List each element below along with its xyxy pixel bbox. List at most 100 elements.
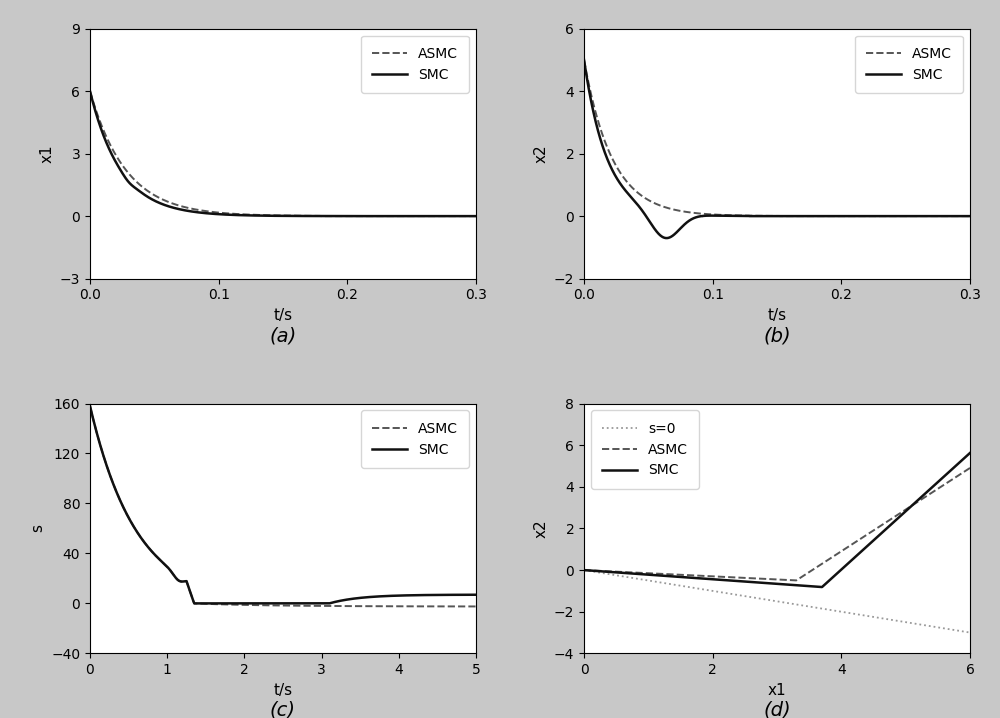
Legend: ASMC, SMC: ASMC, SMC xyxy=(855,36,963,93)
Legend: ASMC, SMC: ASMC, SMC xyxy=(361,36,469,93)
ASMC xyxy=(748,574,760,582)
ASMC xyxy=(470,212,482,220)
ASMC xyxy=(957,212,969,220)
ASMC xyxy=(790,576,802,584)
SMC xyxy=(84,87,96,95)
s=0 xyxy=(886,615,898,624)
SMC xyxy=(879,526,891,534)
s=0 xyxy=(734,591,746,600)
SMC xyxy=(886,519,898,528)
ASMC xyxy=(617,568,629,577)
SMC xyxy=(816,583,828,592)
SMC xyxy=(316,599,328,607)
SMC xyxy=(964,449,976,457)
ASMC xyxy=(915,212,927,220)
Line: SMC: SMC xyxy=(90,91,476,216)
ASMC xyxy=(151,192,163,201)
s=0 xyxy=(748,593,760,602)
SMC xyxy=(303,212,315,220)
SMC xyxy=(335,597,347,605)
ASMC xyxy=(128,175,140,184)
SMC xyxy=(915,212,927,220)
SMC xyxy=(421,212,433,220)
Line: SMC: SMC xyxy=(90,406,476,603)
Legend: s=0, ASMC, SMC: s=0, ASMC, SMC xyxy=(591,411,699,488)
SMC xyxy=(661,234,673,243)
ASMC xyxy=(372,602,384,610)
SMC xyxy=(748,578,760,587)
ASMC xyxy=(774,212,786,220)
Text: (b): (b) xyxy=(763,326,791,345)
SMC xyxy=(463,212,475,220)
SMC xyxy=(232,599,244,607)
ASMC xyxy=(879,518,891,527)
s=0 xyxy=(617,572,629,581)
ASMC xyxy=(726,211,738,220)
Y-axis label: s: s xyxy=(31,524,46,533)
ASMC xyxy=(578,55,590,64)
Y-axis label: x2: x2 xyxy=(533,144,548,163)
s=0 xyxy=(964,628,976,637)
ASMC xyxy=(231,600,243,609)
SMC xyxy=(154,556,166,564)
X-axis label: x1: x1 xyxy=(768,683,786,698)
ASMC xyxy=(622,179,634,187)
SMC xyxy=(843,558,855,567)
ASMC xyxy=(964,212,976,220)
ASMC xyxy=(964,464,976,472)
ASMC xyxy=(421,212,433,220)
SMC xyxy=(232,211,244,220)
ASMC xyxy=(645,197,657,206)
SMC xyxy=(249,211,261,220)
SMC xyxy=(645,219,657,228)
SMC xyxy=(401,591,413,600)
Text: (a): (a) xyxy=(269,326,297,345)
Line: ASMC: ASMC xyxy=(90,91,476,216)
SMC xyxy=(151,197,163,206)
Line: s=0: s=0 xyxy=(584,570,970,633)
s=0 xyxy=(843,609,855,617)
Y-axis label: x1: x1 xyxy=(39,144,54,163)
SMC xyxy=(470,590,482,599)
s=0 xyxy=(879,615,891,623)
X-axis label: t/s: t/s xyxy=(767,308,787,323)
ASMC xyxy=(843,541,855,550)
X-axis label: t/s: t/s xyxy=(273,308,293,323)
ASMC xyxy=(578,566,590,574)
Text: (c): (c) xyxy=(270,701,296,718)
ASMC xyxy=(315,602,327,610)
ASMC xyxy=(314,212,326,220)
ASMC xyxy=(232,210,244,218)
Line: SMC: SMC xyxy=(584,60,970,238)
ASMC xyxy=(470,602,482,611)
SMC xyxy=(188,599,200,607)
Y-axis label: x2: x2 xyxy=(533,519,548,538)
ASMC xyxy=(84,87,96,95)
ASMC xyxy=(743,211,755,220)
ASMC xyxy=(401,602,413,610)
SMC xyxy=(726,212,738,220)
SMC xyxy=(578,56,590,65)
Line: ASMC: ASMC xyxy=(584,468,970,580)
Legend: ASMC, SMC: ASMC, SMC xyxy=(361,411,469,467)
SMC xyxy=(578,566,590,574)
Line: SMC: SMC xyxy=(584,453,970,587)
ASMC xyxy=(335,602,347,610)
ASMC xyxy=(249,210,261,219)
Line: ASMC: ASMC xyxy=(584,60,970,216)
SMC xyxy=(470,212,482,220)
ASMC xyxy=(886,514,898,523)
SMC xyxy=(957,212,969,220)
Text: (d): (d) xyxy=(763,701,791,718)
X-axis label: t/s: t/s xyxy=(273,683,293,698)
s=0 xyxy=(578,566,590,574)
SMC xyxy=(128,183,140,192)
ASMC xyxy=(84,401,96,410)
ASMC xyxy=(734,574,746,582)
SMC xyxy=(743,212,755,220)
SMC xyxy=(622,190,634,198)
SMC xyxy=(734,577,746,585)
ASMC xyxy=(154,556,166,564)
ASMC xyxy=(463,212,475,220)
SMC xyxy=(84,401,96,410)
